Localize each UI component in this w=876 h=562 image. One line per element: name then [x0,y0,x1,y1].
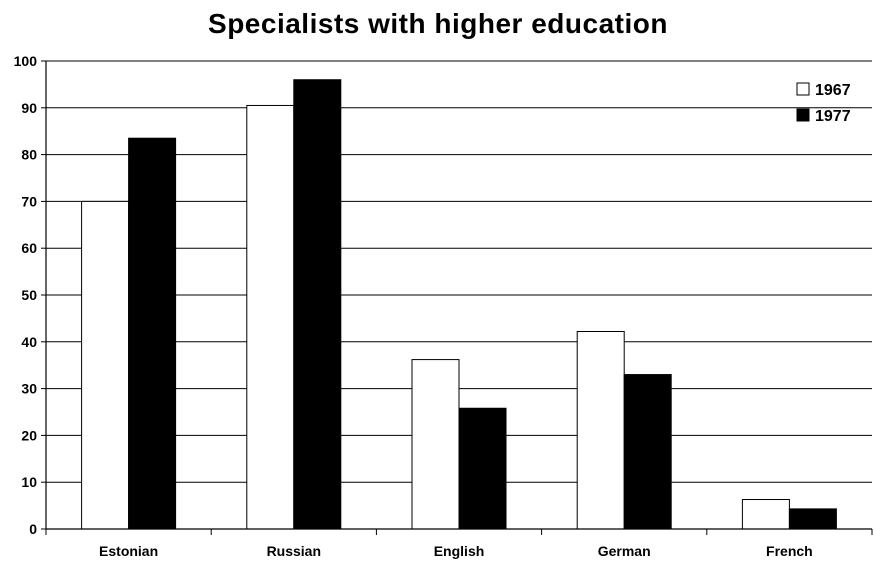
legend: 1967 1977 [796,82,851,125]
legend-label-1967: 1967 [815,82,851,99]
y-tick-label: 50 [21,287,37,303]
y-tick-label: 20 [21,427,37,443]
x-tick-label: English [434,543,485,559]
bar-1977-estonian [128,137,177,530]
y-tick-label: 100 [14,53,38,69]
bar-1977-russian [293,79,342,530]
legend-swatch-1977 [796,108,810,122]
legend-swatch-1967 [796,82,810,96]
y-tick-label: 60 [21,240,37,256]
bar-1967-french [741,499,790,530]
bar-1977-english [458,407,507,530]
bar-1967-english [411,359,460,530]
x-tick-label: Russian [267,543,321,559]
axes: 0 10 20 30 40 50 60 70 80 90 100 Estonian Russian Eng… [14,53,873,559]
bars [81,79,837,530]
legend-label-1977: 1977 [815,108,851,125]
bar-1977-german [623,374,672,530]
x-tick-label: Estonian [99,543,158,559]
bar-1967-german [576,331,625,530]
y-tick-label: 10 [21,474,37,490]
y-tick-label: 40 [21,334,37,350]
y-tick-label: 30 [21,381,37,397]
x-tick-label: French [766,543,813,559]
bar-1967-russian [246,104,295,530]
y-tick-label: 70 [21,193,37,209]
y-tick-label: 0 [29,521,37,537]
chart-title: Specialists with higher education [208,8,668,39]
x-tick-label: German [598,543,651,559]
bar-1977-french [788,508,837,530]
y-tick-label: 80 [21,147,37,163]
y-tick-label: 90 [21,100,37,116]
bar-1967-estonian [81,200,130,530]
